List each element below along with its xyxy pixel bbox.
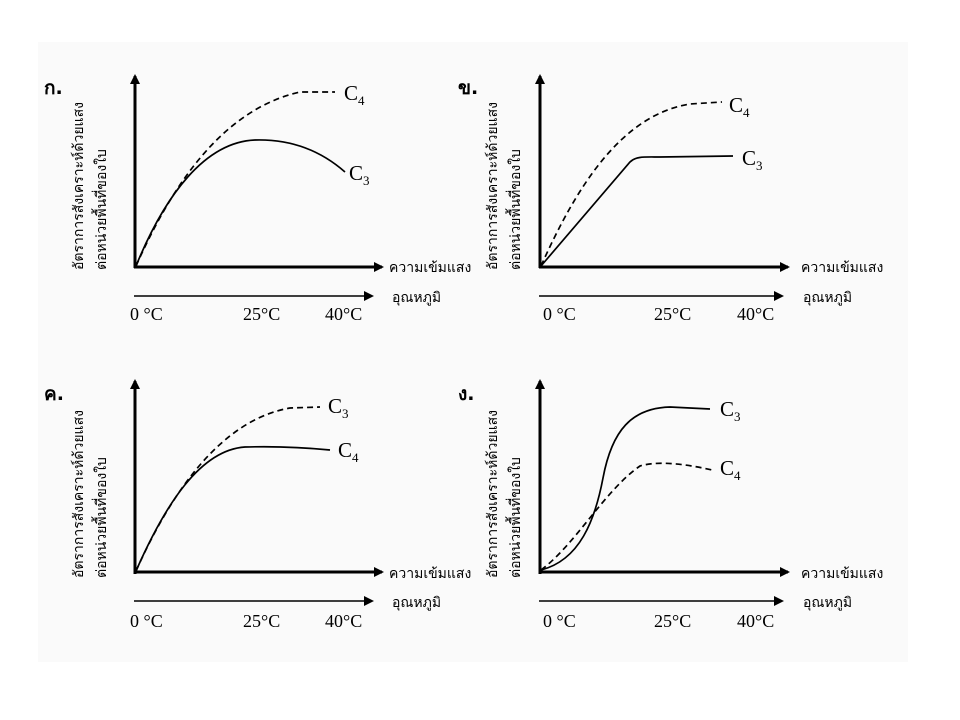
tick-0c: 0 °C [130, 611, 163, 631]
x-axis-label: ความเข้มแสง [801, 260, 883, 276]
panel-d: ง. อัตราการสังเคราะห์ด้วยแสง ต่อหน่วยพื้… [458, 379, 883, 631]
y-axis-label-line1: อัตราการสังเคราะห์ด้วยแสง [484, 102, 501, 270]
panel-c: ค. อัตราการสังเคราะห์ด้วยแสง ต่อหน่วยพื้… [44, 379, 471, 631]
temperature-label: อุณหภูมิ [392, 595, 441, 611]
curve-c4-dashed [135, 91, 335, 267]
temperature-label: อุณหภูมิ [803, 290, 852, 306]
tick-0c: 0 °C [130, 304, 163, 324]
y-axis-label-line1: อัตราการสังเคราะห์ด้วยแสง [70, 102, 87, 270]
tick-0c: 0 °C [543, 304, 576, 324]
y-axis-label-line2: ต่อหน่วยพื้นที่ของใบ [91, 457, 110, 578]
panel-label: ค. [44, 383, 64, 405]
x-axis-label: ความเข้มแสง [389, 260, 471, 276]
temperature-label: อุณหภูมิ [392, 290, 441, 306]
curve-label-c3: C3 [742, 146, 763, 173]
curve-label-c3: C3 [720, 397, 741, 424]
curve-label-c3: C3 [349, 161, 370, 188]
curve-c3-solid [135, 139, 346, 267]
curve-label-c4: C4 [344, 81, 365, 108]
tick-0c: 0 °C [543, 611, 576, 631]
curve-c3-dashed [135, 406, 321, 572]
tick-25c: 25°C [243, 611, 280, 631]
x-axis-label: ความเข้มแสง [801, 566, 883, 582]
curve-c3-solid [540, 155, 734, 267]
tick-25c: 25°C [654, 304, 691, 324]
tick-40c: 40°C [737, 611, 774, 631]
y-axis-label: อัตราการสังเคราะห์ด้วยแสง ต่อหน่วยพื้นที… [70, 102, 110, 270]
panel-a: ก. อัตราการสังเคราะห์ด้วยแสง ต่อหน่วยพื้… [44, 74, 471, 324]
y-axis-label-line1: อัตราการสังเคราะห์ด้วยแสง [484, 410, 501, 578]
y-axis-label-line2: ต่อหน่วยพื้นที่ของใบ [505, 149, 524, 270]
temperature-label: อุณหภูมิ [803, 595, 852, 611]
y-axis-label-line2: ต่อหน่วยพื้นที่ของใบ [91, 149, 110, 270]
curve-c4-solid [135, 445, 331, 572]
y-axis-label-line1: อัตราการสังเคราะห์ด้วยแสง [70, 410, 87, 578]
panel-label: ข. [458, 77, 478, 99]
y-axis-label-line2: ต่อหน่วยพื้นที่ของใบ [505, 457, 524, 578]
tick-40c: 40°C [325, 611, 362, 631]
panel-label: ก. [44, 77, 63, 99]
tick-40c: 40°C [737, 304, 774, 324]
y-axis-label: อัตราการสังเคราะห์ด้วยแสง ต่อหน่วยพื้นที… [484, 410, 524, 578]
curve-c4-dashed [540, 101, 723, 267]
curve-label-c4: C4 [338, 438, 359, 465]
x-axis-label: ความเข้มแสง [389, 566, 471, 582]
tick-25c: 25°C [243, 304, 280, 324]
y-axis-label: อัตราการสังเคราะห์ด้วยแสง ต่อหน่วยพื้นที… [70, 410, 110, 578]
panel-label: ง. [458, 383, 475, 405]
curve-label-c4: C4 [720, 456, 741, 483]
tick-40c: 40°C [325, 304, 362, 324]
curve-label-c4: C4 [729, 93, 750, 120]
curve-c3-solid [540, 406, 711, 571]
curve-label-c3: C3 [328, 394, 349, 421]
figure-background [38, 42, 908, 662]
y-axis-label: อัตราการสังเคราะห์ด้วยแสง ต่อหน่วยพื้นที… [484, 102, 524, 270]
tick-25c: 25°C [654, 611, 691, 631]
panel-b: ข. อัตราการสังเคราะห์ด้วยแสง ต่อหน่วยพื้… [458, 74, 883, 324]
curve-c4-dashed [540, 462, 713, 571]
